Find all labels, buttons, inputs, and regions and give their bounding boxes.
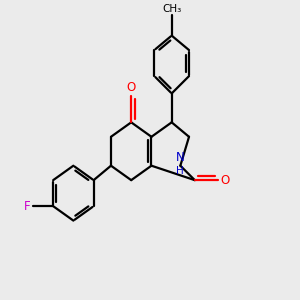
Text: O: O	[127, 81, 136, 94]
Text: F: F	[24, 200, 31, 213]
Text: H: H	[176, 166, 184, 176]
Text: CH₃: CH₃	[162, 4, 181, 14]
Text: O: O	[220, 174, 230, 187]
Text: N: N	[176, 151, 185, 164]
